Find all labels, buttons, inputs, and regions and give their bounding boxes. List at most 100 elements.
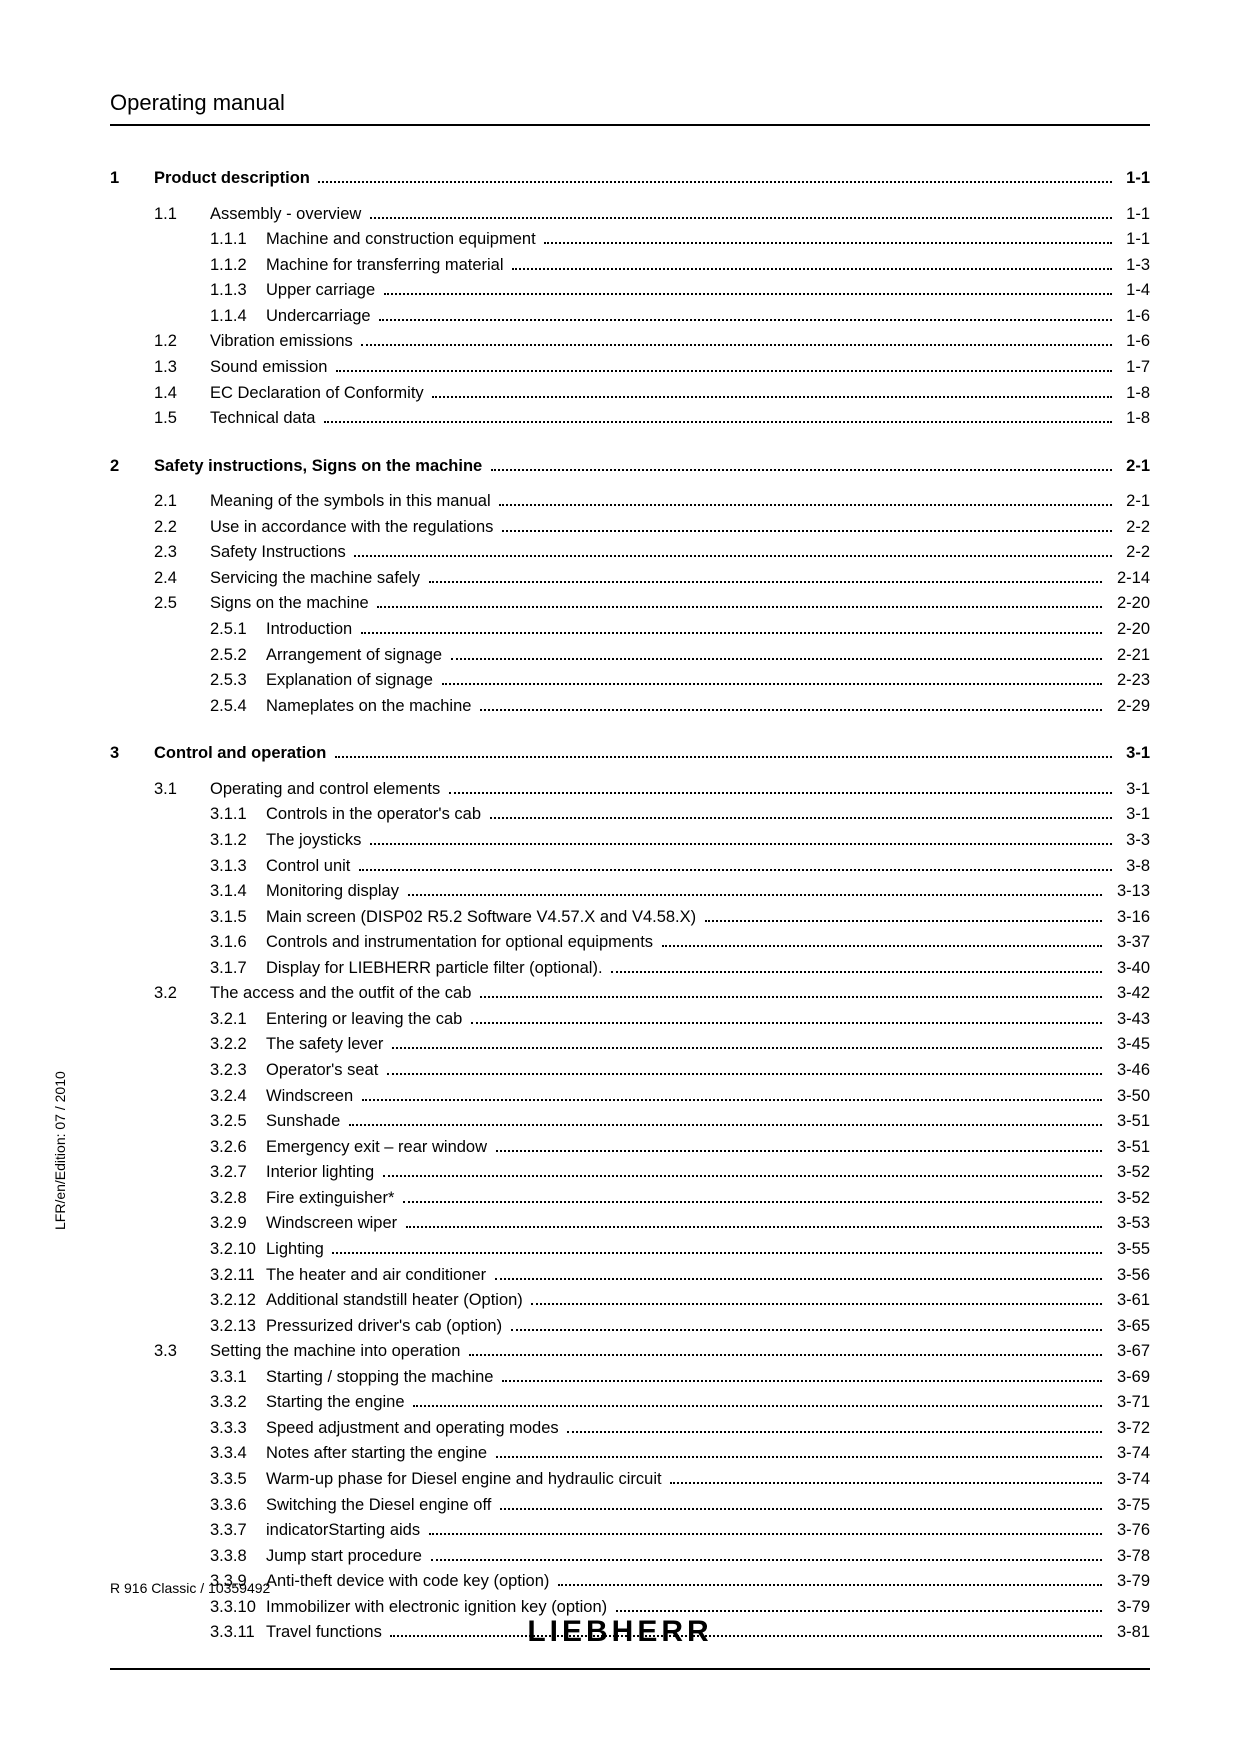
toc-leader-dots: [429, 581, 1103, 583]
toc-subsub-title: Arrangement of signage: [266, 643, 447, 669]
toc-subsub-title: Sunshade: [266, 1109, 345, 1135]
toc-page-number: 3-74: [1106, 1441, 1150, 1467]
toc-row: 3.2.4Windscreen 3-50: [210, 1084, 1150, 1110]
toc-subsub-title: The joysticks: [266, 828, 366, 854]
toc-leader-dots: [354, 555, 1111, 557]
toc-subsub-number: 3.3.7: [210, 1518, 266, 1544]
toc-row: 3.1.6Controls and instrumentation for op…: [210, 930, 1150, 956]
toc-subsub-title: Display for LIEBHERR particle filter (op…: [266, 956, 607, 982]
toc-subsub-title: Switching the Diesel engine off: [266, 1493, 496, 1519]
toc-section-number: 2: [110, 454, 154, 480]
toc-row: 3.3.7indicatorStarting aids 3-76: [210, 1518, 1150, 1544]
toc-leader-dots: [403, 1201, 1102, 1203]
toc-sub-title: Setting the machine into operation: [210, 1339, 465, 1365]
toc-page-number: 3-42: [1106, 981, 1150, 1007]
toc-row: 3.2.1Entering or leaving the cab 3-43: [210, 1007, 1150, 1033]
toc-page-number: 3-52: [1106, 1186, 1150, 1212]
toc-row: 2.5.2Arrangement of signage 2-21: [210, 643, 1150, 669]
toc-leader-dots: [449, 792, 1112, 794]
toc-row: 3.1.7Display for LIEBHERR particle filte…: [210, 956, 1150, 982]
toc-leader-dots: [408, 894, 1103, 896]
toc-row: 3.2.13Pressurized driver's cab (option) …: [210, 1314, 1150, 1340]
toc-page-number: 3-46: [1106, 1058, 1150, 1084]
toc-subsub-number: 3.1.3: [210, 854, 266, 880]
toc-subsub-number: 3.3.4: [210, 1441, 266, 1467]
toc-page-number: 3-1: [1116, 777, 1150, 803]
toc-sub-title: Meaning of the symbols in this manual: [210, 489, 495, 515]
toc-leader-dots: [336, 370, 1112, 372]
toc-row: 3.3.4Notes after starting the engine 3-7…: [210, 1441, 1150, 1467]
toc-page-number: 2-2: [1116, 540, 1150, 566]
toc-subsub-title: Fire extinguisher*: [266, 1186, 399, 1212]
toc-subsub-title: Windscreen wiper: [266, 1211, 402, 1237]
toc-leader-dots: [495, 1278, 1103, 1280]
toc-leader-dots: [469, 1354, 1102, 1356]
toc-page-number: 3-16: [1106, 905, 1150, 931]
toc-page-number: 2-1: [1116, 489, 1150, 515]
toc-page-number: 1-3: [1116, 253, 1150, 279]
toc-row: 1.4EC Declaration of Conformity 1-8: [154, 381, 1150, 407]
toc-leader-dots: [335, 756, 1112, 758]
toc-page-number: 2-23: [1106, 668, 1150, 694]
toc-leader-dots: [387, 1073, 1103, 1075]
toc-subsub-number: 3.3.5: [210, 1467, 266, 1493]
toc-subsub-number: 3.1.7: [210, 956, 266, 982]
toc-subsub-number: 2.5.3: [210, 668, 266, 694]
toc-subsub-number: 3.2.1: [210, 1007, 266, 1033]
toc-sub-title: Sound emission: [210, 355, 332, 381]
toc-leader-dots: [442, 683, 1103, 685]
toc-leader-dots: [429, 1533, 1103, 1535]
toc-page-number: 3-52: [1106, 1160, 1150, 1186]
toc-leader-dots: [384, 293, 1112, 295]
toc-leader-dots: [491, 469, 1112, 471]
toc-leader-dots: [670, 1482, 1102, 1484]
toc-subsub-title: Control unit: [266, 854, 355, 880]
toc-row: 2.5.1Introduction 2-20: [210, 617, 1150, 643]
toc-subsub-title: Lighting: [266, 1237, 328, 1263]
toc-page-number: 3-56: [1106, 1263, 1150, 1289]
toc-leader-dots: [705, 920, 1103, 922]
toc-sub-number: 1.4: [154, 381, 210, 407]
toc-page-number: 1-1: [1116, 202, 1150, 228]
toc-leader-dots: [496, 1456, 1103, 1458]
toc-page-number: 3-72: [1106, 1416, 1150, 1442]
toc-sub-title: Operating and control elements: [210, 777, 445, 803]
toc-page-number: 3-1: [1116, 802, 1150, 828]
toc-page-number: 3-3: [1116, 828, 1150, 854]
toc-page-number: 3-74: [1106, 1467, 1150, 1493]
toc-sub-number: 3.1: [154, 777, 210, 803]
toc-leader-dots: [370, 217, 1112, 219]
toc-subsub-number: 3.2.7: [210, 1160, 266, 1186]
toc-leader-dots: [318, 181, 1111, 183]
toc-sub-title: Assembly - overview: [210, 202, 366, 228]
toc-row: 2.5.4Nameplates on the machine 2-29: [210, 694, 1150, 720]
toc-page-number: 3-61: [1106, 1288, 1150, 1314]
toc-subsub-title: Starting / stopping the machine: [266, 1365, 498, 1391]
toc-row: 2.5.3Explanation of signage 2-23: [210, 668, 1150, 694]
toc-page-number: 3-43: [1106, 1007, 1150, 1033]
toc-subsub-title: Controls in the operator's cab: [266, 802, 486, 828]
toc-leader-dots: [432, 396, 1111, 398]
toc-page-number: 3-69: [1106, 1365, 1150, 1391]
toc-page-number: 3-51: [1106, 1135, 1150, 1161]
toc-subsub-number: 3.2.3: [210, 1058, 266, 1084]
toc-subsub-number: 3.2.2: [210, 1032, 266, 1058]
toc-sub-title: The access and the outfit of the cab: [210, 981, 476, 1007]
toc-subsub-number: 1.1.4: [210, 304, 266, 330]
toc-leader-dots: [511, 1329, 1103, 1331]
toc-page-number: 3-53: [1106, 1211, 1150, 1237]
toc-subsub-number: 3.2.4: [210, 1084, 266, 1110]
toc-subsub-number: 1.1.2: [210, 253, 266, 279]
toc-row: 3.3.5Warm-up phase for Diesel engine and…: [210, 1467, 1150, 1493]
toc-section-title: Safety instructions, Signs on the machin…: [154, 454, 487, 480]
toc-sub-number: 2.5: [154, 591, 210, 617]
toc-leader-dots: [370, 843, 1112, 845]
toc-leader-dots: [406, 1226, 1103, 1228]
toc-row: 2.1Meaning of the symbols in this manual…: [154, 489, 1150, 515]
toc-page-number: 2-1: [1116, 454, 1150, 480]
toc-leader-dots: [480, 709, 1102, 711]
toc-row: 3.1.4Monitoring display 3-13: [210, 879, 1150, 905]
toc-page-number: 3-75: [1106, 1493, 1150, 1519]
toc-row: 3.1Operating and control elements 3-1: [154, 777, 1150, 803]
toc-page-number: 3-45: [1106, 1032, 1150, 1058]
